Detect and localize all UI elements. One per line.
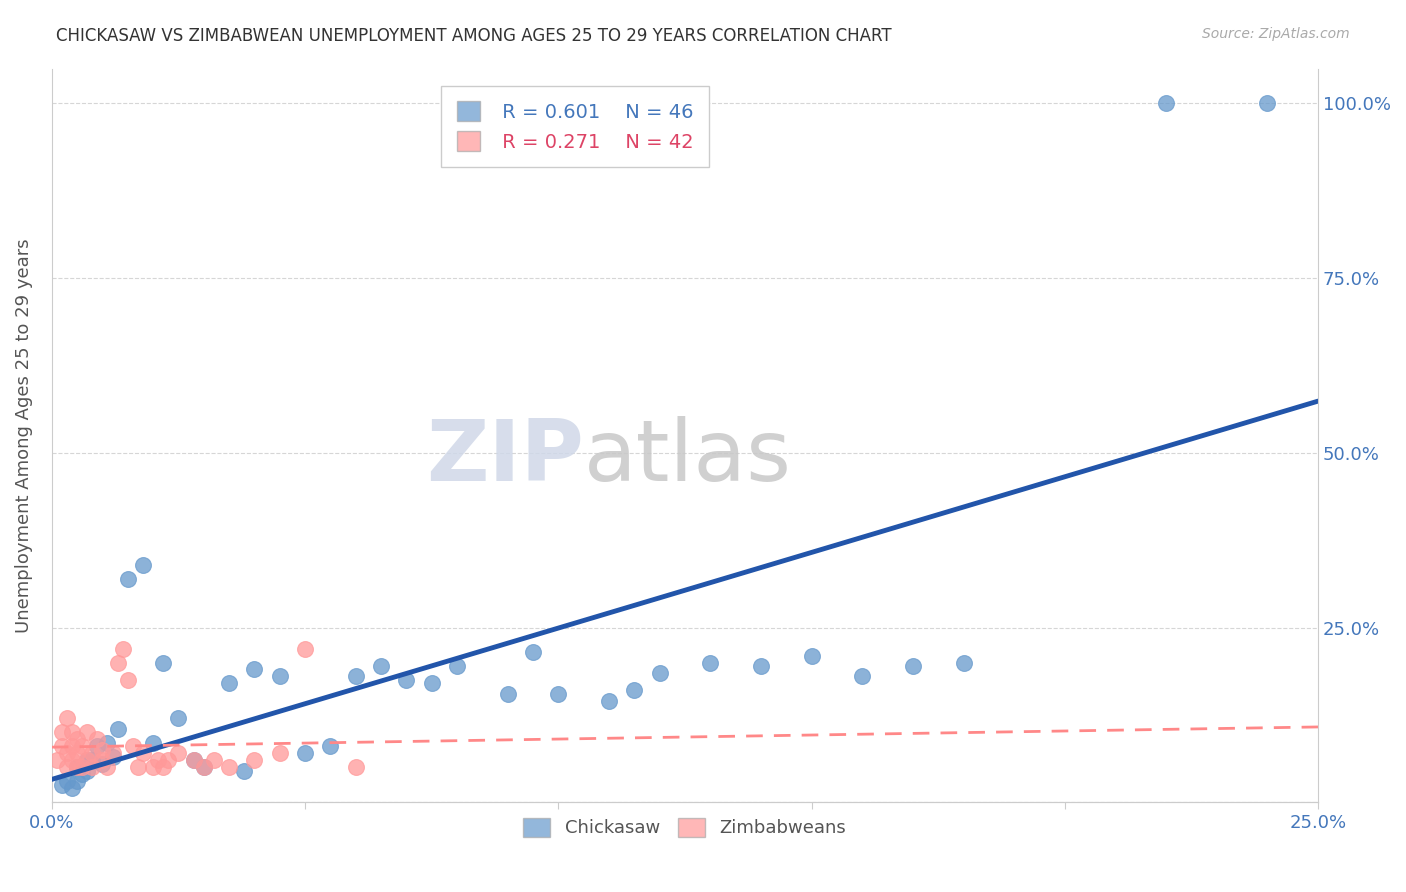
Point [51, 739, 73, 754]
Point [233, 764, 256, 778]
Point [319, 739, 342, 754]
Point [66, 760, 89, 774]
Point [76, 753, 98, 767]
Point [522, 645, 544, 659]
Point [70, 767, 93, 781]
Point [45, 753, 67, 767]
Point [193, 760, 215, 774]
Point [66, 747, 89, 761]
Point [243, 753, 266, 767]
Point [167, 747, 190, 761]
Point [446, 659, 468, 673]
Text: atlas: atlas [583, 416, 792, 499]
Point [218, 760, 240, 774]
Point [901, 659, 924, 673]
Point [132, 558, 155, 572]
Point [107, 722, 129, 736]
Point [76, 753, 98, 767]
Point [51, 725, 73, 739]
Point [800, 648, 823, 663]
Point [66, 732, 89, 747]
Point [60, 725, 83, 739]
Point [121, 739, 143, 754]
Point [218, 676, 240, 690]
Point [183, 753, 205, 767]
Point [157, 753, 180, 767]
Point [142, 760, 165, 774]
Point [202, 753, 225, 767]
Point [699, 656, 721, 670]
Point [56, 747, 79, 761]
Point [96, 760, 118, 774]
Point [193, 760, 215, 774]
Point [117, 572, 139, 586]
Point [56, 711, 79, 725]
Point [1256, 96, 1278, 111]
Point [152, 656, 174, 670]
Point [269, 747, 291, 761]
Point [56, 760, 79, 774]
Point [66, 760, 89, 774]
Point [1154, 96, 1177, 111]
Point [91, 756, 114, 771]
Point [598, 694, 620, 708]
Point [294, 641, 316, 656]
Point [344, 669, 367, 683]
Point [76, 764, 98, 778]
Point [142, 736, 165, 750]
Legend: Chickasaw, Zimbabweans: Chickasaw, Zimbabweans [516, 811, 853, 845]
Point [117, 673, 139, 687]
Point [60, 781, 83, 796]
Point [851, 669, 873, 683]
Text: CHICKASAW VS ZIMBABWEAN UNEMPLOYMENT AMONG AGES 25 TO 29 YEARS CORRELATION CHART: CHICKASAW VS ZIMBABWEAN UNEMPLOYMENT AMO… [56, 27, 891, 45]
Point [91, 753, 114, 767]
Point [183, 753, 205, 767]
Text: ZIP: ZIP [426, 416, 583, 499]
Point [82, 747, 104, 761]
Point [111, 641, 134, 656]
Point [96, 736, 118, 750]
Point [86, 732, 108, 747]
Point [82, 753, 104, 767]
Point [56, 774, 79, 789]
Point [243, 663, 266, 677]
Point [370, 659, 392, 673]
Point [127, 760, 149, 774]
Point [294, 747, 316, 761]
Point [132, 747, 155, 761]
Y-axis label: Unemployment Among Ages 25 to 29 years: Unemployment Among Ages 25 to 29 years [15, 238, 32, 632]
Point [76, 725, 98, 739]
Point [420, 676, 443, 690]
Point [101, 747, 124, 761]
Point [749, 659, 772, 673]
Point [648, 665, 671, 680]
Point [269, 669, 291, 683]
Point [344, 760, 367, 774]
Text: Source: ZipAtlas.com: Source: ZipAtlas.com [1202, 27, 1350, 41]
Point [547, 687, 569, 701]
Point [496, 687, 519, 701]
Point [146, 753, 169, 767]
Point [70, 760, 93, 774]
Point [167, 711, 190, 725]
Point [395, 673, 418, 687]
Point [107, 656, 129, 670]
Point [60, 739, 83, 754]
Point [952, 656, 974, 670]
Point [623, 683, 645, 698]
Point [86, 739, 108, 754]
Point [66, 774, 89, 789]
Point [91, 743, 114, 757]
Point [60, 753, 83, 767]
Point [82, 760, 104, 774]
Point [152, 760, 174, 774]
Point [70, 739, 93, 754]
Point [101, 749, 124, 764]
Point [51, 778, 73, 792]
